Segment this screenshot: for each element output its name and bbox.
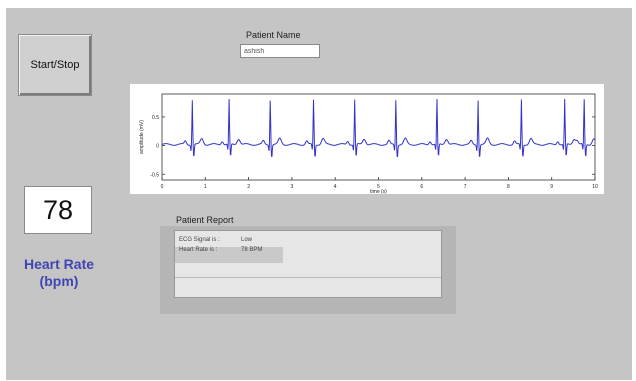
x-tick-label: 3 — [291, 184, 294, 190]
ecg-signal-line — [161, 98, 596, 158]
x-tick-label: 2 — [247, 184, 250, 190]
x-tick-label: 7 — [464, 184, 467, 190]
report-key: ECG Signal is : — [179, 237, 220, 243]
report-key: Heart Rate is : — [179, 247, 218, 253]
report-value: Low — [241, 237, 253, 243]
app-window — [6, 8, 632, 380]
patient-name-label: Patient Name — [246, 30, 301, 40]
ecg-plot-panel: 0 1 2 3 4 5 6 7 8 9 10 0.5 0 -0.5 time (s) amplitude (m… — [130, 84, 604, 194]
heart-rate-label: Heart Rate (bpm) — [6, 256, 112, 290]
heart-rate-label-line1: Heart Rate — [23, 256, 95, 272]
x-tick-label: 9 — [550, 184, 553, 190]
report-highlight — [175, 247, 283, 263]
x-tick-label: 8 — [507, 184, 510, 190]
x-tick-label: 10 — [592, 184, 598, 190]
report-line-heart-rate: Heart Rate is : 78 BPM — [179, 247, 262, 253]
y-tick-label: 0.5 — [152, 115, 159, 121]
x-tick-label: 1 — [204, 184, 207, 190]
heart-rate-display: 78 — [24, 186, 92, 234]
patient-name-input[interactable] — [240, 44, 320, 58]
y-axis-label: amplitude (mV) — [139, 120, 145, 154]
report-divider — [175, 277, 441, 278]
x-tick-label: 4 — [334, 184, 337, 190]
plot-axes-box — [161, 93, 596, 181]
patient-report-box: ECG Signal is : Low Heart Rate is : 78 B… — [174, 230, 442, 298]
patient-report-label: Patient Report — [176, 215, 234, 225]
report-value: 78 BPM — [241, 247, 263, 253]
heart-rate-label-line2: (bpm) — [39, 273, 79, 289]
x-tick-label: 5 — [377, 184, 380, 190]
report-line-ecg-signal: ECG Signal is : Low — [179, 237, 252, 243]
x-tick-label: 6 — [420, 184, 423, 190]
y-tick-label: 0 — [156, 144, 159, 150]
y-tick-label: -0.5 — [150, 172, 159, 178]
x-axis-label: time (s) — [370, 189, 387, 194]
start-stop-button[interactable]: Start/Stop — [18, 34, 92, 96]
x-tick-label: 0 — [161, 184, 164, 190]
